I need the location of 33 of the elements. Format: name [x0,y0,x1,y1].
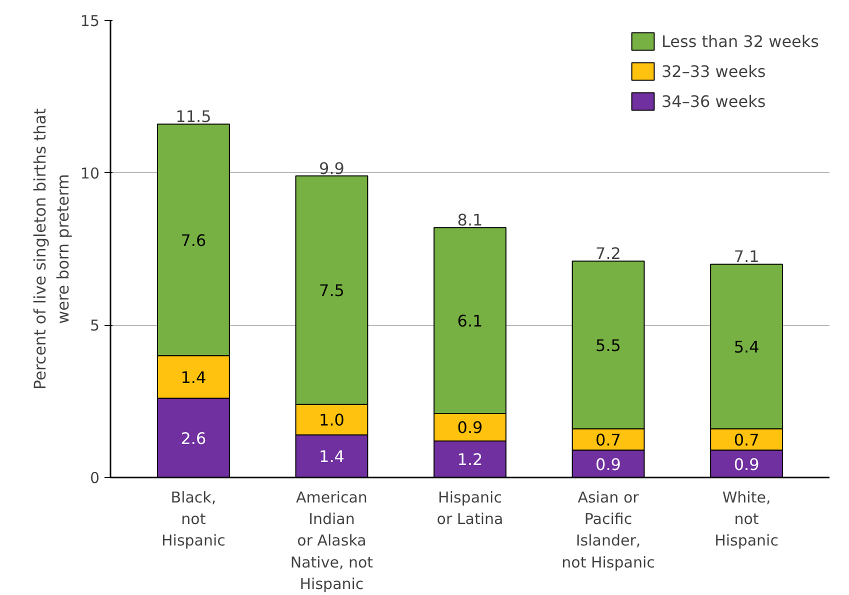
y-tick-label: 5 [90,316,100,335]
y-tick-label: 10 [80,164,100,182]
data-label: 7.5 [319,281,344,300]
data-label: 7.6 [180,230,206,250]
data-label: 0.9 [457,418,483,438]
x-tick-label: Black, not Hispanic [162,488,226,550]
total-label: 11.5 [176,107,212,126]
data-label: 1.2 [457,450,483,470]
data-label: 2.6 [180,428,206,448]
total-label: 7.1 [734,247,760,266]
x-tick-label: American Indian or Alaska Native, not Hispanic [290,488,374,593]
data-label: 5.4 [734,337,760,356]
legend-label: 32–33 weeks [662,62,766,80]
data-label: 6.1 [457,312,483,331]
y-tick-label: 0 [90,469,100,487]
total-label: 8.1 [457,210,483,230]
data-label: 5.5 [596,336,621,355]
x-tick-label: White, not Hispanic [714,488,778,550]
total-label: 9.9 [319,158,344,178]
total-label: 7.2 [596,244,621,264]
y-axis-title: Percent of live singleton births that were born preterm [30,108,72,390]
legend-label: Less than 32 weeks [662,32,819,50]
data-label: 1.0 [319,410,344,430]
data-label: 0.7 [596,430,621,450]
data-label: 1.4 [180,368,206,387]
data-label: 1.4 [319,447,344,466]
data-label: 0.7 [734,430,760,450]
x-tick-label: Asian or Pacific Islander, not Hispanic [562,488,655,572]
x-tick-label: Hispanic or Latina [436,488,504,528]
data-label: 0.9 [596,454,621,474]
legend-label: 34–36 weeks [662,92,766,110]
data-label: 0.9 [734,454,760,474]
y-tick-label: 15 [80,12,100,30]
